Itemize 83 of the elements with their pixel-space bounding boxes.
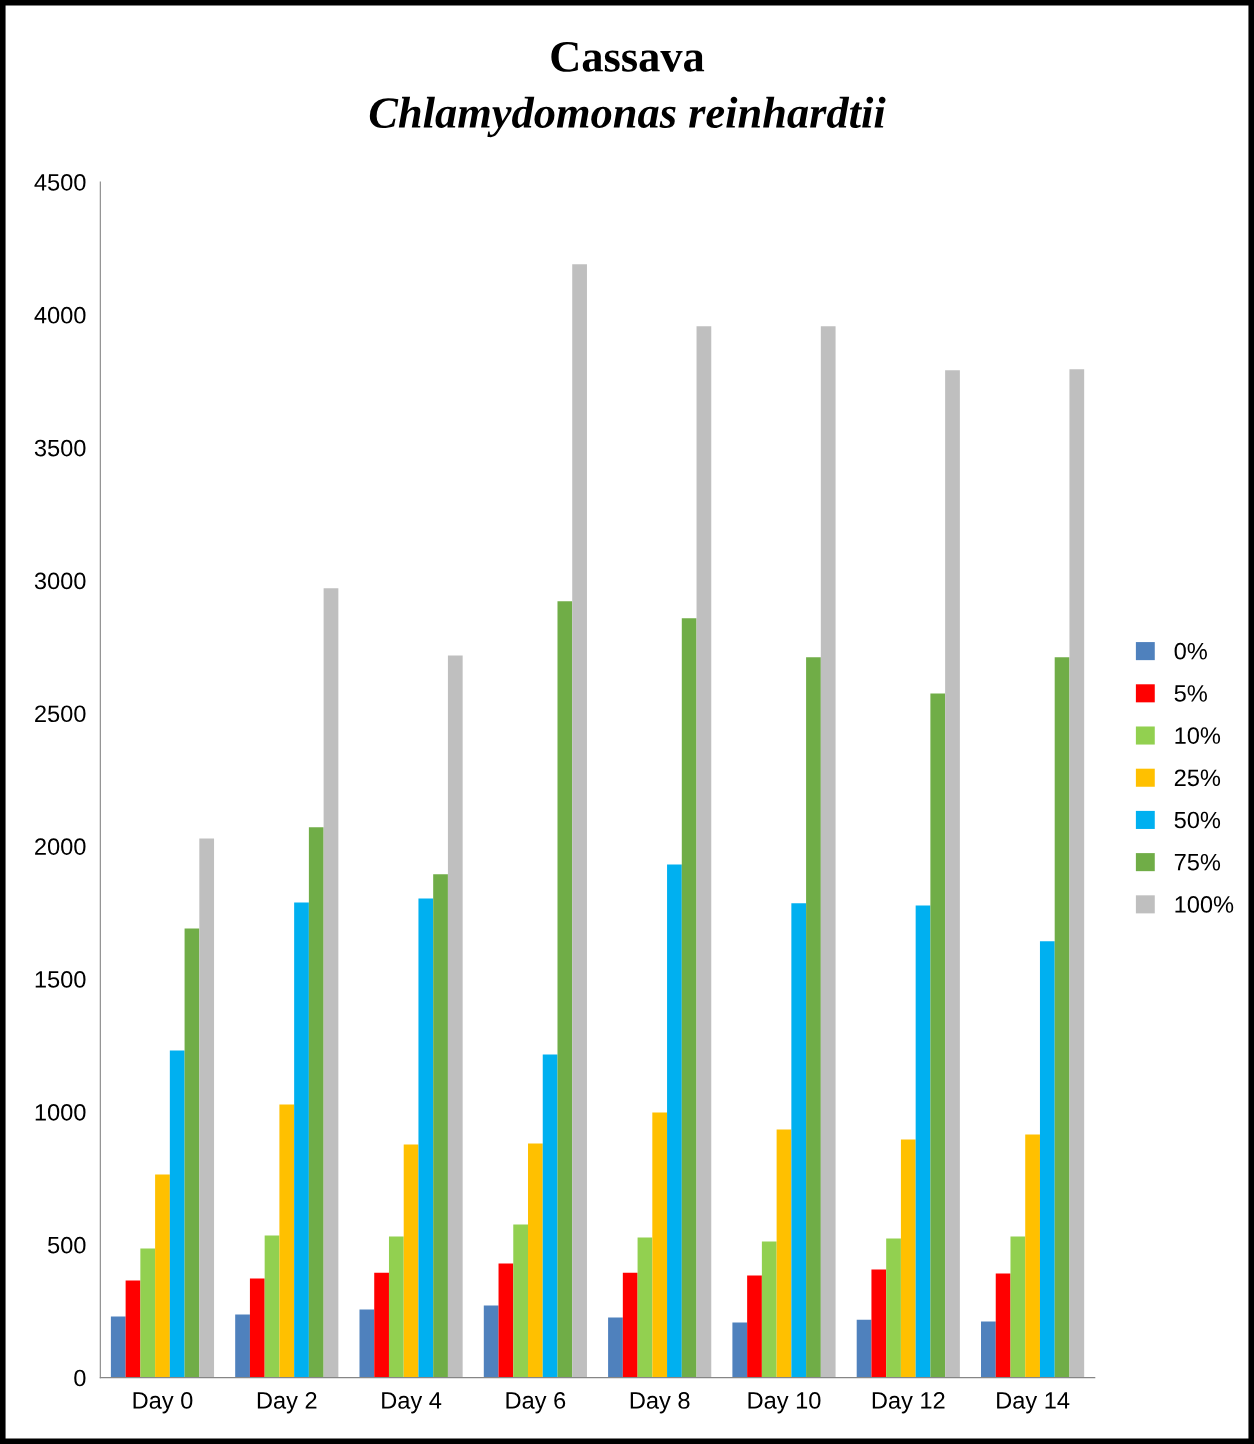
bar	[125, 1280, 141, 1378]
bar	[981, 1321, 996, 1378]
x-tick-label: Day 10	[748, 1392, 821, 1414]
bar	[900, 1139, 916, 1378]
y-tick-label: 500	[47, 1236, 86, 1254]
bar	[403, 1144, 419, 1378]
x-tick-label: Day 14	[997, 1392, 1070, 1414]
y-tick-label: 2500	[35, 705, 86, 723]
bar	[652, 1112, 668, 1378]
bar	[140, 1248, 156, 1378]
bar	[820, 326, 836, 1378]
bar	[637, 1237, 653, 1378]
bar	[791, 903, 807, 1378]
x-tick-label: Day 12	[872, 1392, 945, 1414]
bar	[871, 1269, 887, 1378]
y-tick-label: 4000	[34, 306, 86, 324]
bar	[235, 1314, 250, 1378]
bar	[1069, 369, 1085, 1378]
bar	[483, 1305, 499, 1378]
bar	[1054, 657, 1070, 1378]
bar	[557, 601, 573, 1378]
bar	[1010, 1236, 1026, 1378]
bar	[264, 1235, 280, 1378]
legend-label: 10%	[1175, 727, 1221, 744]
bar	[806, 657, 821, 1378]
bar	[995, 1273, 1011, 1378]
bar	[513, 1224, 529, 1378]
bar	[732, 1322, 748, 1378]
bar	[930, 693, 946, 1378]
chart-title: Cassava	[551, 41, 705, 72]
bar	[308, 827, 324, 1378]
y-tick-label: 4500	[34, 174, 86, 191]
bar	[388, 1236, 404, 1378]
bar	[886, 1238, 901, 1378]
bar	[622, 1272, 638, 1378]
bar	[294, 902, 309, 1378]
bar	[359, 1309, 375, 1378]
bar	[696, 326, 712, 1378]
y-tick-label: 3500	[34, 439, 86, 457]
bar	[374, 1272, 389, 1378]
bar	[542, 1054, 558, 1378]
bar	[915, 905, 931, 1378]
bar	[945, 370, 960, 1378]
x-tick-label: Day 4	[382, 1392, 442, 1414]
legend-label: 50%	[1174, 811, 1221, 829]
bar	[418, 898, 434, 1378]
bar	[1025, 1134, 1040, 1378]
bar	[856, 1319, 872, 1378]
bar	[249, 1278, 265, 1378]
bar	[279, 1104, 295, 1378]
x-tick-label: Day 0	[133, 1392, 193, 1414]
y-tick-label: 0	[74, 1369, 86, 1387]
bar	[681, 618, 697, 1378]
bar	[761, 1241, 777, 1378]
bar	[323, 588, 339, 1378]
legend-label: 0%	[1174, 642, 1207, 660]
y-tick-label: 2000	[35, 838, 86, 855]
x-tick-label: Day 8	[630, 1392, 690, 1414]
bar	[155, 1174, 170, 1378]
bar	[528, 1143, 543, 1378]
bar	[199, 838, 215, 1378]
y-tick-label: 3000	[34, 572, 86, 590]
bar	[747, 1275, 762, 1378]
bar	[572, 264, 587, 1378]
x-tick-label: Day 6	[506, 1392, 566, 1414]
legend-label: 5%	[1174, 685, 1207, 702]
legend-label: 100%	[1175, 896, 1234, 913]
bar	[667, 864, 682, 1378]
bar	[776, 1129, 792, 1378]
x-tick-label: Day 2	[257, 1392, 317, 1414]
bar	[447, 655, 463, 1378]
bar	[608, 1317, 623, 1378]
bar	[169, 1050, 185, 1378]
bar	[1039, 941, 1055, 1378]
legend-label: 25%	[1174, 769, 1221, 787]
bar	[433, 874, 448, 1378]
legend-label: 75%	[1174, 853, 1221, 871]
bar	[110, 1316, 126, 1378]
y-tick-label: 1000	[35, 1103, 86, 1121]
bar	[498, 1263, 514, 1378]
y-tick-label: 1500	[35, 971, 86, 988]
chart-subtitle: Chlamydomonas reinhardtii	[369, 96, 886, 138]
bar	[184, 928, 200, 1378]
